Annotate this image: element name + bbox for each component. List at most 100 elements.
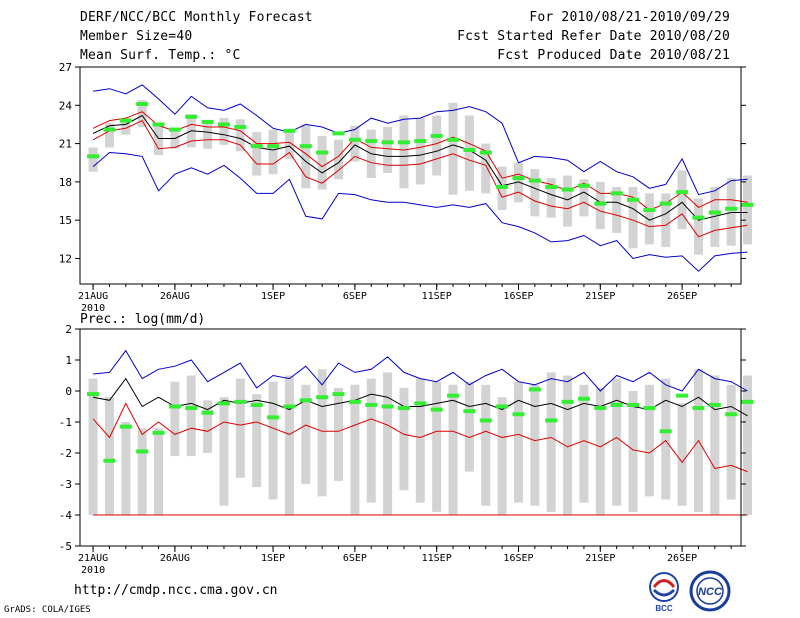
observed-marker [741,399,754,404]
ncc-logo-text: NCC [698,586,723,598]
bcc-logo-text: BCC [655,604,673,613]
observed-marker [479,418,492,423]
spread-box [219,397,229,506]
fcst-started-date: Fcst Started Refer Date 2010/08/20 [457,29,730,44]
spread-box [301,124,311,189]
spread-box [350,384,360,515]
y-tick-label: 15 [59,214,72,227]
spread-box [612,186,622,233]
spread-box [268,381,278,500]
x-tick-label: 21SEP [585,291,615,302]
spread-box [481,384,491,506]
y-tick-label: -3 [59,478,72,491]
observed-marker [119,118,132,123]
observed-marker [234,124,247,129]
x-tick-label: 16SEP [503,553,533,564]
spread-box [252,394,262,488]
observed-marker [381,140,394,145]
spread-box [710,186,720,247]
spread-box [154,428,164,515]
observed-marker [692,215,705,220]
observed-marker [577,396,590,401]
y-tick-label: -2 [59,447,72,460]
y-tick-label: 18 [59,176,72,189]
spread-box [563,375,573,515]
spread-box [334,387,344,481]
spread-box [284,129,294,159]
ncc-logo: NCC [689,570,731,612]
observed-marker [594,201,607,206]
spread-box [137,100,147,127]
y-tick-label: 21 [59,138,72,151]
spread-box [88,378,98,515]
spread-box [432,115,442,176]
x-tick-label: 11SEP [422,553,452,564]
y-tick-label: 27 [59,61,72,74]
observed-marker [463,147,476,152]
series-line-mean [92,114,748,221]
spread-box [154,123,164,156]
spread-box [137,428,147,515]
observed-marker [594,406,607,411]
observed-marker [725,206,738,211]
spread-box [726,384,736,500]
spread-box [464,115,474,191]
spread-box [399,387,409,491]
observed-marker [299,398,312,403]
spread-box [743,175,753,245]
spread-box [677,170,687,230]
spread-box [284,375,294,515]
spread-box [693,198,703,255]
forecast-period: For 2010/08/21-2010/09/29 [529,10,730,25]
observed-marker [168,127,181,132]
spread-box [350,125,360,162]
x-tick-sublabel: 2010 [81,565,105,576]
x-tick-label: 6SEP [343,553,367,564]
observed-marker [430,133,443,138]
observed-marker [397,406,410,411]
spread-box [383,126,393,173]
observed-marker [87,154,100,159]
x-tick-label: 11SEP [422,291,452,302]
x-tick-label: 21AUG [78,553,108,564]
spread-box [104,397,114,515]
spread-box [546,372,556,512]
observed-marker [577,183,590,188]
observed-marker [512,412,525,417]
spread-box [595,387,605,515]
spread-box [726,178,736,246]
spread-box [628,391,638,512]
observed-marker [414,139,427,144]
spread-box [448,102,458,195]
y-tick-label: -4 [59,509,73,522]
y-tick-label: 0 [65,385,72,398]
observed-marker [201,410,214,415]
observed-marker [659,429,672,434]
spread-box [661,378,671,500]
series-line-lower [92,119,748,238]
spread-box [710,375,720,515]
plot-frame [79,328,742,547]
observed-marker [447,393,460,398]
source-url[interactable]: http://cmdp.ncc.cma.gov.cn [74,583,278,598]
member-size: Member Size=40 [80,29,193,44]
spread-box [301,384,311,484]
observed-marker [136,102,149,107]
observed-marker [316,395,329,400]
spread-box [252,132,262,176]
observed-marker [250,144,263,149]
observed-marker [627,402,640,407]
chart-title: DERF/NCC/BCC Monthly Forecast [80,10,313,25]
x-tick-label: 26SEP [667,553,697,564]
spread-box [661,193,671,247]
spread-box [448,384,458,515]
spread-box [415,118,425,185]
fcst-produced-date: Fcst Produced Date 2010/08/21 [497,48,730,63]
spread-box [334,139,344,180]
spread-box [170,381,180,457]
spread-box [546,178,556,218]
observed-marker [708,402,721,407]
observed-marker [348,137,361,142]
observed-marker [708,210,721,215]
